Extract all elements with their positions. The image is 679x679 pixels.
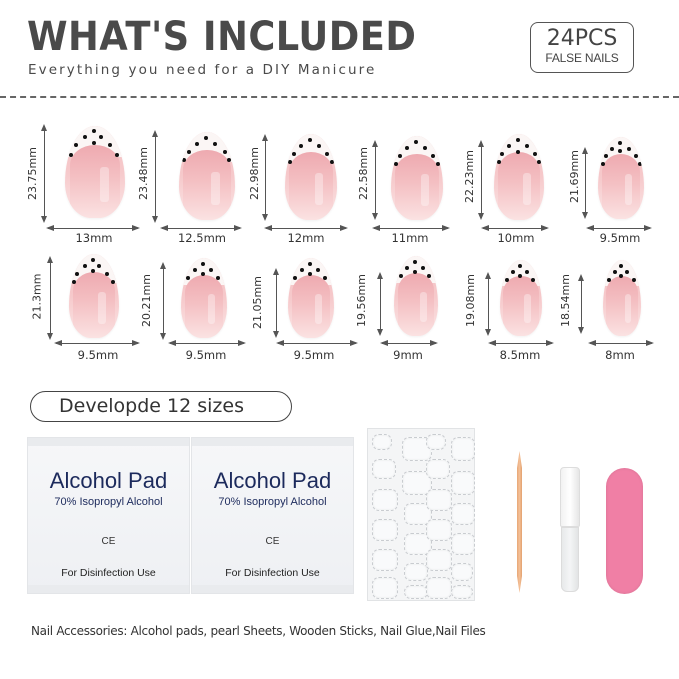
nail-length-label: 23.75mm [25, 147, 39, 200]
nail-image [494, 134, 544, 220]
pad-subtitle: 70% Isopropyl Alcohol [54, 496, 163, 508]
length-arrow-icon [369, 140, 383, 220]
nail-image [288, 258, 334, 338]
nail-width-label: 8.5mm [499, 348, 541, 362]
nail-length-label: 21.05mm [250, 276, 264, 329]
nail-length-label: 22.98mm [247, 147, 261, 200]
width-arrow-icon [276, 340, 358, 348]
ce-mark-icon: CE [265, 536, 280, 547]
length-arrow-icon [44, 256, 58, 340]
length-arrow-icon [482, 272, 496, 336]
ce-mark-icon: CE [101, 536, 116, 547]
badge-label: FALSE NAILS [545, 51, 619, 65]
nail-size-item: 22.23mm 10mm [463, 112, 580, 245]
adhesive-tab-sheet [367, 428, 475, 601]
width-arrow-icon [54, 340, 140, 348]
length-arrow-icon [38, 124, 52, 223]
nail-image [65, 126, 125, 218]
width-arrow-icon [372, 225, 450, 233]
wooden-stick [517, 451, 522, 593]
nail-length-label: 22.58mm [356, 147, 370, 200]
alcohol-pad: Alcohol Pad 70% Isopropyl Alcohol CE For… [27, 437, 190, 594]
length-arrow-icon [157, 262, 171, 340]
nail-image [181, 258, 227, 338]
badge-count: 24PCS [546, 26, 618, 51]
nail-width-label: 8mm [605, 348, 635, 362]
nail-width-label: 9mm [393, 348, 423, 362]
nail-image [391, 136, 443, 220]
length-arrow-icon [259, 134, 273, 221]
nail-size-item: 19.08mm 8.5mm [464, 250, 580, 375]
nail-width-label: 9.5mm [185, 348, 227, 362]
nail-size-item: 21.05mm 9.5mm [244, 250, 358, 375]
sizes-label: Developde 12 sizes [30, 391, 292, 422]
length-arrow-icon [475, 140, 489, 220]
nail-glue-tube [560, 467, 580, 593]
nail-width-label: 12mm [287, 231, 325, 245]
length-arrow-icon [374, 272, 388, 336]
nail-file [606, 468, 643, 594]
nail-size-item: 21.3mm 9.5mm [20, 250, 140, 375]
width-arrow-icon [380, 340, 438, 348]
nail-width-label: 13mm [75, 231, 113, 245]
nail-size-item: 22.58mm 11mm [356, 112, 468, 245]
alcohol-pad: Alcohol Pad 70% Isopropyl Alcohol CE For… [191, 437, 354, 594]
width-arrow-icon [168, 340, 246, 348]
nail-length-label: 19.08mm [463, 274, 477, 327]
pad-use-text: For Disinfection Use [225, 567, 320, 579]
nail-image [179, 132, 235, 220]
pad-use-text: For Disinfection Use [61, 567, 156, 579]
width-arrow-icon [264, 225, 348, 233]
nail-width-label: 9.5mm [293, 348, 335, 362]
nail-size-item: 18.54mm 8mm [559, 250, 679, 375]
length-arrow-icon [149, 130, 163, 223]
nail-size-item: 23.75mm 13mm [20, 112, 140, 245]
nail-size-item: 19.56mm 9mm [354, 250, 468, 375]
length-arrow-icon [575, 274, 589, 334]
nail-length-label: 21.69mm [567, 150, 581, 203]
nail-size-item: 23.48mm 12.5mm [132, 112, 244, 245]
page-subtitle: Everything you need for a DIY Manicure [28, 62, 377, 78]
width-arrow-icon [160, 225, 242, 233]
nail-width-label: 11mm [391, 231, 429, 245]
length-arrow-icon [579, 147, 593, 219]
width-arrow-icon [481, 225, 549, 233]
nail-width-label: 12.5mm [177, 231, 226, 245]
nail-length-label: 19.56mm [354, 274, 368, 327]
nail-length-label: 18.54mm [558, 274, 572, 327]
width-arrow-icon [588, 340, 654, 348]
nail-image [69, 254, 119, 338]
quantity-badge: 24PCS FALSE NAILS [530, 22, 634, 73]
dashed-divider [0, 96, 679, 98]
nail-image [500, 260, 542, 336]
nail-width-label: 9.5mm [77, 348, 119, 362]
width-arrow-icon [46, 225, 140, 233]
pad-title: Alcohol Pad [213, 468, 332, 493]
page-title: WHAT'S INCLUDED [27, 14, 417, 60]
nail-length-label: 23.48mm [136, 147, 150, 200]
pad-subtitle: 70% Isopropyl Alcohol [218, 496, 327, 508]
nail-image [598, 137, 644, 219]
nail-image [394, 256, 438, 336]
nail-image [603, 260, 641, 336]
accessories-caption: Nail Accessories: Alcohol pads, pearl Sh… [31, 624, 486, 638]
nail-length-label: 22.23mm [462, 150, 476, 203]
nail-size-item: 21.69mm 9.5mm [567, 112, 679, 245]
nail-size-item: 20.21mm 9.5mm [132, 250, 246, 375]
length-arrow-icon [270, 268, 284, 338]
width-arrow-icon [488, 340, 554, 348]
nail-size-item: 22.98mm 12mm [244, 112, 356, 245]
pad-title: Alcohol Pad [49, 468, 168, 493]
nail-length-label: 20.21mm [139, 274, 153, 327]
width-arrow-icon [586, 225, 652, 233]
nail-width-label: 10mm [497, 231, 535, 245]
nail-image [285, 134, 337, 220]
nail-length-label: 21.3mm [30, 273, 44, 320]
nail-width-label: 9.5mm [599, 231, 641, 245]
